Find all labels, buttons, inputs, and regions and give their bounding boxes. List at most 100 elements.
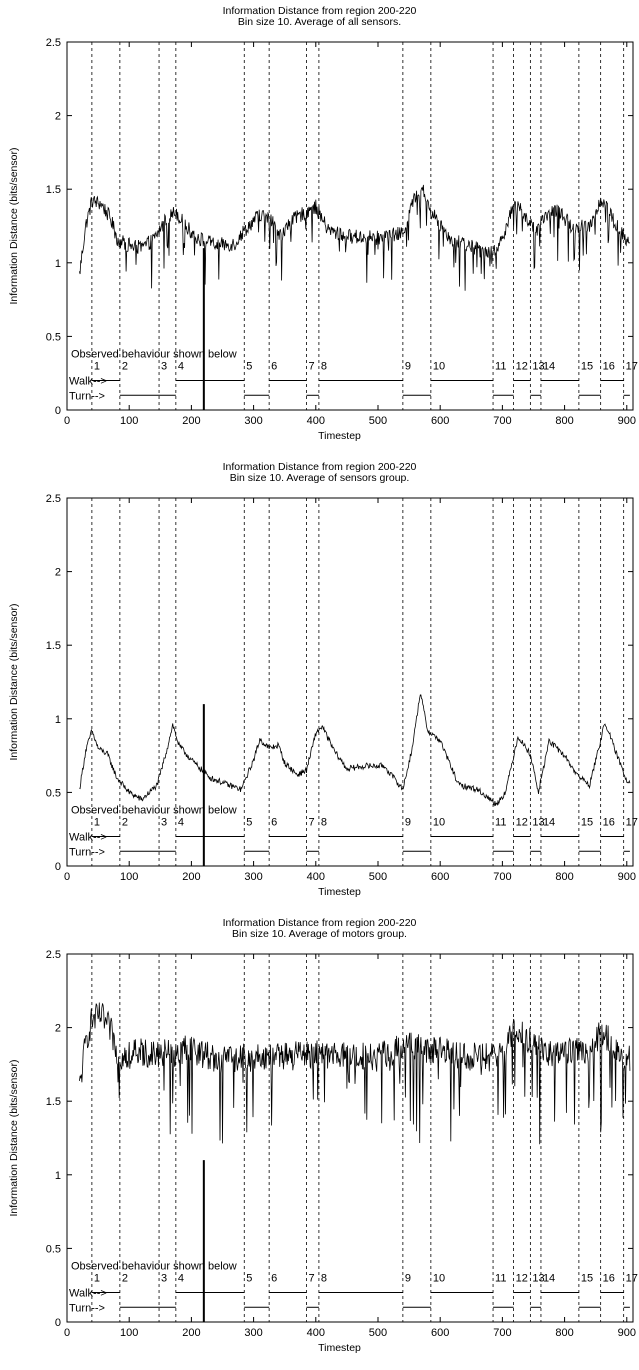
segment-number-label: 7: [308, 817, 314, 829]
segment-number-label: 17: [626, 817, 638, 829]
y-tick-label: 1.5: [46, 184, 61, 196]
chart-subtitle: Bin size 10. Average of all sensors.: [237, 16, 402, 28]
segment-number-label: 12: [516, 817, 528, 829]
segment-number-label: 12: [516, 361, 528, 373]
x-tick-label: 100: [120, 1327, 138, 1339]
x-tick-label: 600: [431, 1327, 449, 1339]
segment-number-label: 2: [122, 1273, 128, 1285]
x-tick-label: 900: [618, 871, 636, 883]
x-tick-label: 900: [618, 415, 636, 427]
x-tick-label: 700: [493, 1327, 511, 1339]
behaviour-annotation: Observed behaviour shown below: [71, 349, 237, 361]
segment-number-label: 2: [122, 361, 128, 373]
x-tick-label: 800: [555, 1327, 573, 1339]
chart-subtitle: Bin size 10. Average of motors group.: [232, 928, 407, 940]
x-tick-label: 200: [182, 415, 200, 427]
x-tick-label: 500: [369, 415, 387, 427]
y-tick-label: 2: [55, 1023, 61, 1035]
segment-number-label: 10: [433, 1273, 445, 1285]
x-tick-label: 300: [244, 415, 262, 427]
y-tick-label: 1.5: [46, 1096, 61, 1108]
segment-number-label: 4: [178, 361, 184, 373]
y-tick-label: 1: [55, 714, 61, 726]
segment-number-label: 3: [161, 1273, 167, 1285]
segment-number-label: 1: [94, 1273, 100, 1285]
x-axis-label: Timestep: [318, 1342, 361, 1354]
segment-number-label: 9: [405, 1273, 411, 1285]
y-tick-label: 0: [55, 861, 61, 873]
segment-number-label: 8: [321, 817, 327, 829]
segment-number-label: 6: [271, 817, 277, 829]
segment-number-label: 9: [405, 361, 411, 373]
y-tick-label: 0: [55, 1317, 61, 1329]
x-axis-label: Timestep: [318, 430, 361, 442]
segment-number-label: 1: [94, 361, 100, 373]
chart-plot: 0 100 200 300 400 500 600 700 800 900 0 0.5 1 1.5 2 2.5…: [46, 949, 638, 1339]
y-tick-label: 1: [55, 1170, 61, 1182]
x-tick-label: 300: [244, 871, 262, 883]
x-tick-label: 700: [493, 871, 511, 883]
x-tick-label: 500: [369, 1327, 387, 1339]
segment-number-label: 8: [321, 361, 327, 373]
x-tick-label: 400: [307, 871, 325, 883]
x-tick-label: 900: [618, 1327, 636, 1339]
x-tick-label: 0: [64, 415, 70, 427]
x-tick-label: 600: [431, 871, 449, 883]
segment-number-label: 3: [161, 817, 167, 829]
segment-number-label: 6: [271, 1273, 277, 1285]
y-tick-label: 1: [55, 258, 61, 270]
segment-number-label: 7: [308, 1273, 314, 1285]
turn-label: Turn-->: [69, 390, 105, 402]
y-tick-label: 2.5: [46, 37, 61, 49]
segment-number-label: 10: [433, 817, 445, 829]
plot-frame: [66, 497, 634, 867]
turn-label: Turn-->: [69, 846, 105, 858]
chart-title: Information Distance from region 200-220: [222, 461, 417, 473]
y-tick-label: 2.5: [46, 949, 61, 961]
y-tick-label: 0.5: [46, 787, 61, 799]
y-tick-label: 2: [55, 111, 61, 123]
segment-number-label: 14: [543, 817, 555, 829]
walk-label: Walk-->: [69, 1288, 107, 1300]
x-tick-label: 600: [431, 415, 449, 427]
segment-number-label: 17: [626, 361, 638, 373]
segment-number-label: 10: [433, 361, 445, 373]
walk-label: Walk-->: [69, 376, 107, 388]
y-tick-label: 0: [55, 405, 61, 417]
segment-number-label: 3: [161, 361, 167, 373]
segment-number-label: 14: [543, 1273, 555, 1285]
plot-frame: [66, 41, 634, 411]
segment-number-label: 13: [532, 361, 544, 373]
information-distance-series: [79, 694, 631, 807]
x-tick-label: 800: [555, 415, 573, 427]
y-tick-label: 1.5: [46, 640, 61, 652]
x-tick-label: 0: [64, 871, 70, 883]
y-tick-label: 0.5: [46, 1243, 61, 1255]
x-tick-label: 100: [120, 871, 138, 883]
segment-number-label: 4: [178, 1273, 184, 1285]
segment-number-label: 6: [271, 361, 277, 373]
walk-label: Walk-->: [69, 832, 107, 844]
information-distance-series: [79, 1002, 631, 1145]
segment-number-label: 14: [543, 361, 555, 373]
segment-number-label: 4: [178, 817, 184, 829]
segment-number-label: 11: [495, 1273, 506, 1285]
y-tick-label: 2: [55, 567, 61, 579]
chart-title: Information Distance from region 200-220: [222, 917, 417, 929]
information-distance-series: [79, 184, 631, 291]
segment-number-label: 13: [532, 817, 544, 829]
chart-panel-2: Information Distance from region 200-220…: [0, 456, 639, 912]
chart-plot: 0 100 200 300 400 500 600 700 800 900 0 0.5 1 1.5 2 2.5…: [46, 37, 638, 427]
behaviour-annotation: Observed behaviour shown below: [71, 805, 237, 817]
y-tick-label: 0.5: [46, 331, 61, 343]
segment-number-label: 13: [532, 1273, 544, 1285]
x-tick-label: 800: [555, 871, 573, 883]
chart-plot: 0 100 200 300 400 500 600 700 800 900 0 0.5 1 1.5 2 2.5…: [46, 493, 638, 883]
behaviour-annotation: Observed behaviour shown below: [71, 1261, 237, 1273]
x-tick-label: 200: [182, 1327, 200, 1339]
x-tick-label: 0: [64, 1327, 70, 1339]
chart-panel-1: Information Distance from region 200-220…: [0, 0, 639, 456]
segment-number-label: 2: [122, 817, 128, 829]
segment-number-label: 5: [246, 817, 252, 829]
